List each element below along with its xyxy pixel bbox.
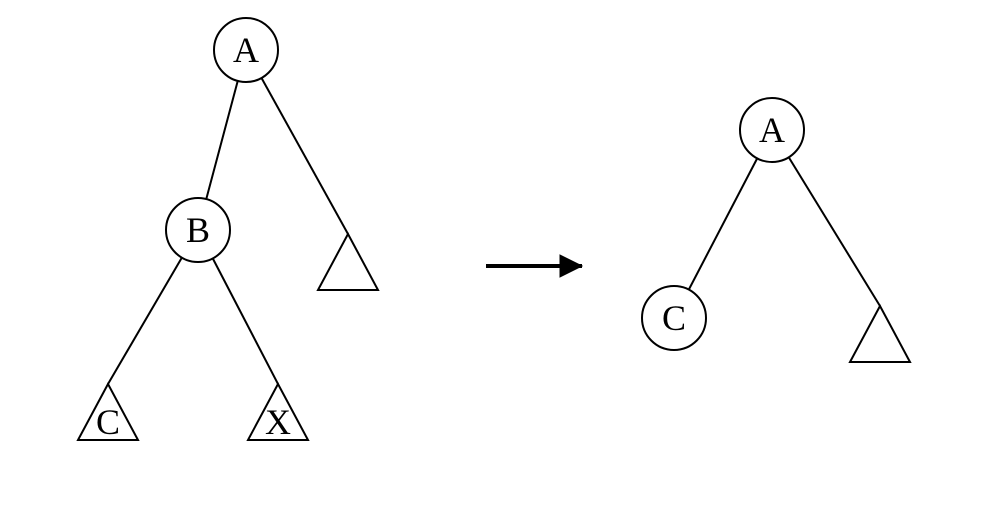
- diagram-canvas: A B C X A C: [0, 0, 1000, 532]
- node-T1: [318, 234, 378, 290]
- transform-arrow-head: [560, 255, 582, 277]
- edge-A2-C2: [689, 158, 757, 289]
- edge-A-T1: [262, 78, 348, 234]
- edge-B-X: [213, 258, 278, 384]
- edge-A-B: [206, 81, 238, 199]
- node-label-C: C: [96, 402, 120, 442]
- node-label-A2: A: [759, 110, 785, 150]
- node-label-A: A: [233, 30, 259, 70]
- edge-A2-T2: [789, 157, 880, 306]
- node-label-B: B: [186, 210, 210, 250]
- node-label-X: X: [265, 402, 291, 442]
- node-T2: [850, 306, 910, 362]
- edge-B-C: [108, 258, 182, 384]
- node-label-C2: C: [662, 298, 686, 338]
